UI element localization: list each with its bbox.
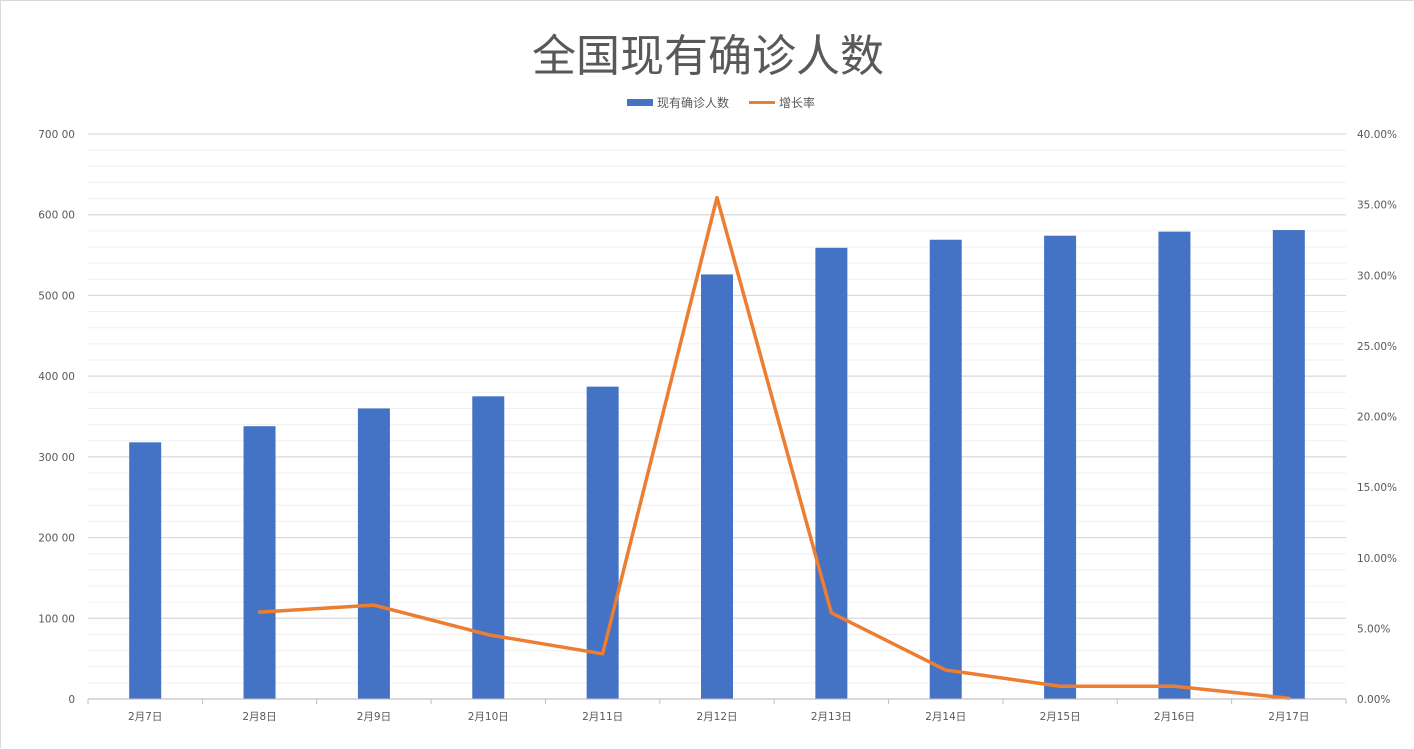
- growth-point: [715, 196, 719, 200]
- bar: [357, 408, 390, 699]
- bar: [1044, 235, 1077, 699]
- left-tick-label: 200 00: [38, 533, 75, 545]
- growth-point: [1058, 684, 1062, 688]
- growth-point: [944, 668, 948, 672]
- right-tick-label: 30.00%: [1357, 270, 1397, 282]
- growth-point: [372, 603, 376, 607]
- x-tick-label: 2月15日: [1040, 711, 1081, 723]
- left-tick-label: 700 00: [38, 129, 75, 141]
- right-tick-label: 20.00%: [1357, 412, 1397, 424]
- bar-series: [129, 230, 1305, 700]
- x-tick-label: 2月7日: [128, 711, 162, 723]
- left-tick-label: 600 00: [38, 210, 75, 222]
- right-tick-label: 25.00%: [1357, 341, 1397, 353]
- left-axis: 0 100 00 200 00 300 00 400 00 500 00 600 00 700…: [38, 129, 75, 706]
- right-tick-label: 0.00%: [1357, 694, 1390, 706]
- bar: [929, 239, 962, 699]
- legend-swatch-confirmed: [627, 99, 653, 106]
- growth-point: [601, 652, 605, 656]
- growth-point: [258, 610, 262, 614]
- right-tick-label: 5.00%: [1357, 623, 1390, 635]
- x-tick-label: 2月10日: [468, 711, 509, 723]
- bar: [1158, 231, 1191, 699]
- bar: [1272, 230, 1305, 700]
- left-tick-label: 500 00: [38, 290, 75, 302]
- bar: [129, 442, 162, 699]
- legend-label-growth: 增长率: [779, 95, 815, 110]
- x-tick-label: 2月9日: [357, 711, 391, 723]
- right-tick-label: 10.00%: [1357, 553, 1397, 565]
- legend-label-confirmed: 现有确诊人数: [657, 95, 729, 110]
- left-tick-label: 300 00: [38, 452, 75, 464]
- line-series: [257, 195, 1291, 701]
- growth-point: [829, 611, 833, 615]
- bar: [472, 396, 505, 699]
- x-tick-label: 2月17日: [1268, 711, 1309, 723]
- left-tick-label: 400 00: [38, 371, 75, 383]
- growth-point: [1172, 684, 1176, 688]
- growth-line: [257, 195, 1291, 701]
- left-tick-label: 100 00: [38, 613, 75, 625]
- left-tick-label: 0: [68, 694, 75, 706]
- bar: [243, 426, 276, 699]
- x-tick-label: 2月12日: [696, 711, 737, 723]
- right-tick-label: 40.00%: [1357, 129, 1397, 141]
- right-axis: 0.00% 5.00% 10.00% 15.00% 20.00% 25.00% 30.00%…: [1357, 129, 1397, 706]
- right-tick-label: 35.00%: [1357, 200, 1397, 212]
- x-tick-label: 2月13日: [811, 711, 852, 723]
- legend: 现有确诊人数 增长率: [627, 95, 815, 110]
- chart-title: 全国现有确诊人数: [532, 31, 884, 82]
- bar: [701, 274, 733, 699]
- right-tick-label: 15.00%: [1357, 482, 1397, 494]
- x-tick-label: 2月8日: [242, 711, 276, 723]
- growth-point: [486, 633, 490, 637]
- x-tick-label: 2月16日: [1154, 711, 1195, 723]
- bar: [815, 247, 848, 700]
- x-tick-label: 2月11日: [582, 711, 623, 723]
- x-axis: 2月7日 2月8日 2月9日 2月10日 2月11日 2月12日 2月13日 2月14日 2月1…: [87, 698, 1347, 723]
- x-tick-label: 2月14日: [925, 711, 966, 723]
